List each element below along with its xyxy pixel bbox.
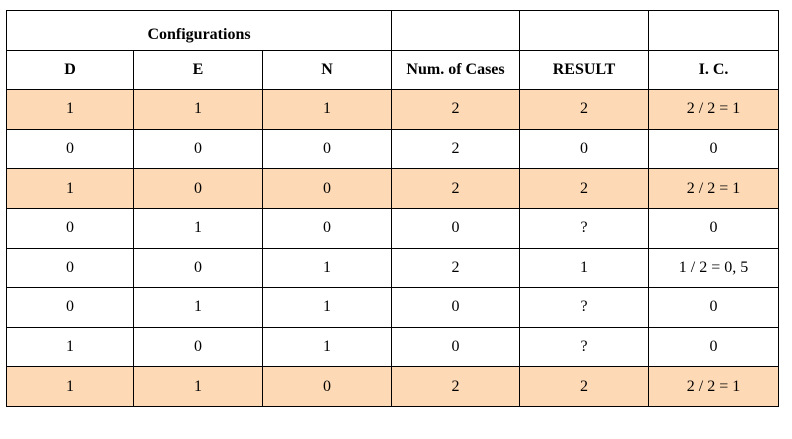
table-cell: 1 / 2 = 0, 5 [648, 247, 780, 289]
table-cell: ? [519, 207, 650, 249]
table-cell: 0 [133, 247, 263, 289]
table-cell: 2 [391, 247, 521, 289]
table-cell: 0 [133, 168, 263, 209]
config-table: Configurations D E N Num. of Cases RESULT I. … [5, 10, 780, 407]
table-cell: 2 / 2 = 1 [648, 168, 780, 209]
table-cell: 2 [519, 89, 650, 130]
table-cell: ? [519, 287, 650, 328]
table-cell: 1 [261, 326, 393, 368]
table-cell: 1 [6, 326, 134, 368]
table-cell: 0 [519, 128, 650, 170]
table-cell: 2 / 2 = 1 [648, 366, 780, 407]
table-cell: 0 [6, 247, 134, 289]
table-cell: 0 [391, 287, 521, 328]
table-cell: 1 [261, 89, 393, 130]
table-cell: 0 [391, 326, 521, 368]
table-cell: 2 [391, 168, 521, 209]
table-cell: 2 [391, 128, 521, 170]
table-cell: 1 [6, 89, 134, 130]
empty-cell [648, 10, 780, 51]
table-cell: 2 [519, 366, 650, 407]
table-cell: 0 [133, 326, 263, 368]
table-cell: 1 [261, 247, 393, 289]
table-cell: ? [519, 326, 650, 368]
table-cell: 0 [6, 287, 134, 328]
table-cell: 0 [648, 128, 780, 170]
table-cell: 1 [133, 287, 263, 328]
table-cell: 0 [648, 326, 780, 368]
table-cell: 0 [261, 207, 393, 249]
table-cell: 1 [133, 207, 263, 249]
column-header-row: D E N Num. of Cases RESULT I. C. [6, 49, 780, 91]
table-row: 0 1 0 0? 0 [6, 207, 780, 249]
column-header: I. C. [648, 49, 780, 91]
table-cell: 0 [391, 207, 521, 249]
header-row: Configurations [5, 10, 780, 51]
table-cell: 0 [261, 128, 393, 170]
empty-cell [391, 10, 521, 51]
table-cell: 0 [6, 128, 134, 170]
table-cell: 0 [133, 128, 263, 170]
table-cell: 0 [648, 287, 780, 328]
table-cell: 1 [519, 247, 650, 289]
table-cell: 1 [261, 287, 393, 328]
column-header: E [133, 49, 263, 91]
table-cell: 2 [391, 89, 521, 130]
table-cell: 1 [6, 366, 134, 407]
empty-cell [519, 10, 650, 51]
table-row: 1 0 1 0? 0 [6, 326, 780, 368]
table-cell: 0 [6, 207, 134, 249]
column-header: RESULT [519, 49, 650, 91]
table-cell: 0 [261, 168, 393, 209]
table-cell: 0 [648, 207, 780, 249]
column-header: D [6, 49, 134, 91]
table-body: Configurations D E N Num. of Cases RESULT I. … [5, 10, 780, 407]
table-cell: 2 / 2 = 1 [648, 89, 780, 130]
table-title: Configurations [5, 10, 393, 51]
table-row: 0 1 1 0? 0 [6, 287, 780, 328]
column-header: Num. of Cases [391, 49, 521, 91]
table-cell: 2 [391, 366, 521, 407]
table-cell: 1 [6, 168, 134, 209]
column-header: N [261, 49, 393, 91]
table-cell: 2 [519, 168, 650, 209]
table-cell: 0 [261, 366, 393, 407]
table-cell: 1 [133, 366, 263, 407]
table-cell: 1 [133, 89, 263, 130]
